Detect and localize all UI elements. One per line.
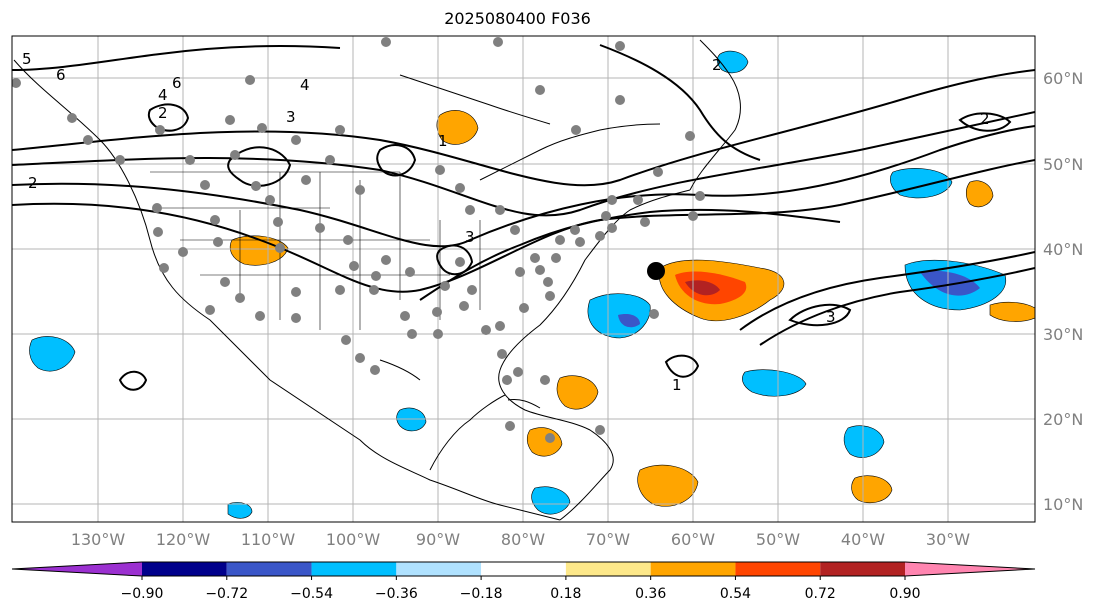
colorbar: −0.90 −0.72 −0.54 −0.36 −0.18 0.18 0.36 0.54 0.7… (11, 561, 1036, 602)
map-panel: 2 1 3 2 1 3 4 2 5 6 6 4 3 2 (12, 36, 1035, 522)
lon-label: 70°W (586, 530, 630, 549)
lon-label: 30°W (926, 530, 970, 549)
contour-label: 4 (300, 76, 310, 94)
colorbar-tick-label: 0.18 (550, 586, 581, 602)
anomaly-negative-northeast-core (920, 270, 980, 296)
contour-lines (12, 44, 1035, 391)
contour-label: 3 (826, 308, 836, 326)
lon-label: 80°W (501, 530, 545, 549)
colorbar-tick-label: 0.36 (635, 586, 666, 602)
contour-labels: 2 1 3 2 1 3 4 2 5 6 6 4 3 2 (22, 50, 990, 394)
anomaly-positive-caribbean (556, 375, 599, 410)
colorbar-segment (226, 562, 312, 576)
lon-label: 40°W (841, 530, 885, 549)
anomaly-negative-tropical (843, 425, 885, 458)
anomaly-positive-tropical (851, 475, 893, 503)
colorbar-extend-low (12, 562, 142, 576)
contour-label: 3 (465, 228, 475, 246)
colorbar-tick-label: 0.54 (720, 586, 751, 602)
lat-label: 50°N (1043, 155, 1083, 174)
lon-label: 100°W (326, 530, 381, 549)
anomaly-positive-europe (965, 180, 994, 208)
anomaly-positive-east (989, 301, 1035, 322)
colorbar-tick-label: −0.54 (290, 586, 333, 602)
anomaly-positive-southwest (229, 235, 289, 266)
latitude-labels: 60°N 50°N 40°N 30°N 20°N 10°N (1043, 69, 1083, 514)
lat-label: 20°N (1043, 410, 1083, 429)
longitude-labels: 130°W 120°W 110°W 100°W 90°W 80°W 70°W 6… (71, 530, 970, 549)
colorbar-tick-label: −0.36 (375, 586, 418, 602)
anomaly-positive-max (685, 280, 720, 296)
colorbar-segment (142, 562, 227, 576)
anomaly-negative-core (618, 314, 640, 328)
contour-label: 5 (22, 50, 32, 68)
colorbar-ticks: −0.90 −0.72 −0.54 −0.36 −0.18 0.18 0.36 0.54 0.7… (121, 576, 921, 602)
anomaly-positive-labrador (436, 110, 479, 145)
contour-label: 1 (438, 132, 448, 150)
colorbar-tick-label: −0.90 (121, 586, 164, 602)
anomaly-negative-southern (531, 486, 571, 515)
anomaly-negative-pacific (29, 336, 76, 372)
lat-label: 30°N (1043, 325, 1083, 344)
contour-label: 2 (28, 174, 38, 192)
lon-label: 50°W (756, 530, 800, 549)
colorbar-tick-label: 0.90 (889, 586, 920, 602)
colorbar-segment (396, 562, 482, 576)
lat-label: 60°N (1043, 69, 1083, 88)
contour-label: 2 (980, 110, 990, 128)
contour-label: 2 (158, 104, 168, 122)
shaded-anomalies (29, 50, 1035, 519)
anomaly-positive-south-america (637, 464, 699, 507)
lat-label: 10°N (1043, 495, 1083, 514)
contour-label: 1 (672, 376, 682, 394)
colorbar-segment (565, 562, 651, 576)
coastlines (13, 39, 741, 521)
lon-label: 90°W (416, 530, 460, 549)
lon-label: 60°W (671, 530, 715, 549)
colorbar-tick-label: 0.72 (805, 586, 836, 602)
colorbar-segment (735, 562, 821, 576)
colorbar-segment (311, 562, 397, 576)
lat-label: 40°N (1043, 240, 1083, 259)
anomaly-negative-sw-corner (227, 502, 253, 519)
lon-label: 110°W (241, 530, 296, 549)
contour-label: 2 (712, 56, 722, 74)
colorbar-segment (820, 562, 905, 576)
contour-label: 6 (172, 74, 182, 92)
contour-label: 4 (158, 86, 168, 104)
lon-label: 120°W (156, 530, 211, 549)
map-title: 2025080400 F036 (444, 9, 591, 28)
graticule (12, 36, 1035, 522)
colorbar-segment (481, 562, 566, 576)
contour-label: 3 (286, 108, 296, 126)
map-frame (11, 35, 1036, 523)
station-dots (12, 37, 705, 443)
contour-label: 6 (56, 66, 66, 84)
colorbar-segment (650, 562, 736, 576)
storm-location-marker (647, 262, 665, 280)
colorbar-tick-label: −0.18 (460, 586, 503, 602)
colorbar-extend-high (905, 562, 1035, 576)
lon-label: 130°W (71, 530, 126, 549)
colorbar-tick-label: −0.72 (205, 586, 248, 602)
colorbar-segments (11, 561, 1036, 577)
